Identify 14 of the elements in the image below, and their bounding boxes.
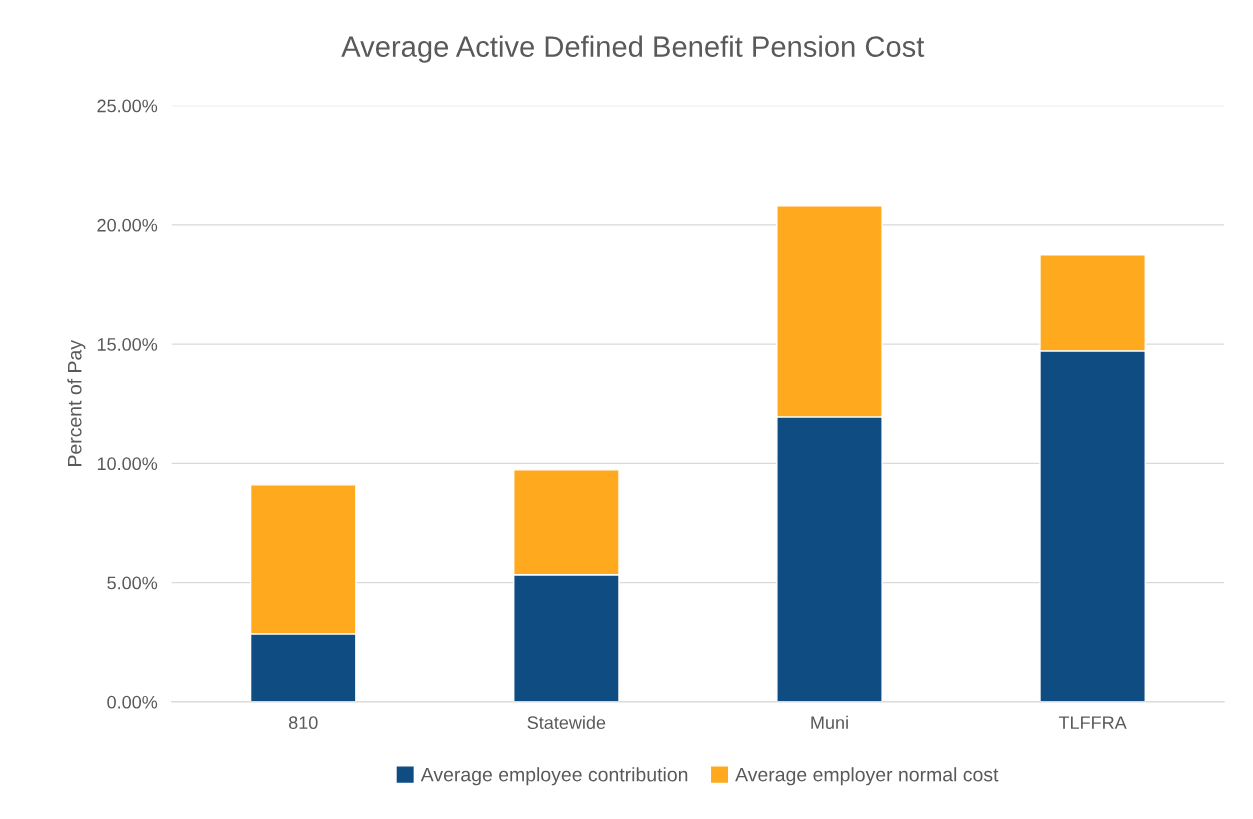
legend-label: Average employer normal cost — [735, 767, 999, 786]
y-tick-label: 25.00% — [97, 99, 158, 113]
x-tick-label: Statewide — [527, 715, 606, 730]
x-tick-label: TLFFRA — [1058, 716, 1127, 729]
y-tick-label: 20.00% — [97, 218, 158, 232]
y-tick-label: 0.00% — [107, 695, 158, 709]
legend-label: Average employee contribution — [420, 767, 688, 786]
y-tick-label: 15.00% — [97, 338, 158, 351]
y-tick-label: 10.00% — [97, 457, 158, 471]
chart-title: Average Active Defined Benefit Pension Cost — [341, 35, 925, 63]
y-tick-label: 5.00% — [107, 576, 158, 590]
x-tick-label: 810 — [288, 716, 318, 730]
y-axis-title: Percent of Pay — [67, 340, 86, 466]
x-tick-label: Muni — [811, 715, 848, 730]
